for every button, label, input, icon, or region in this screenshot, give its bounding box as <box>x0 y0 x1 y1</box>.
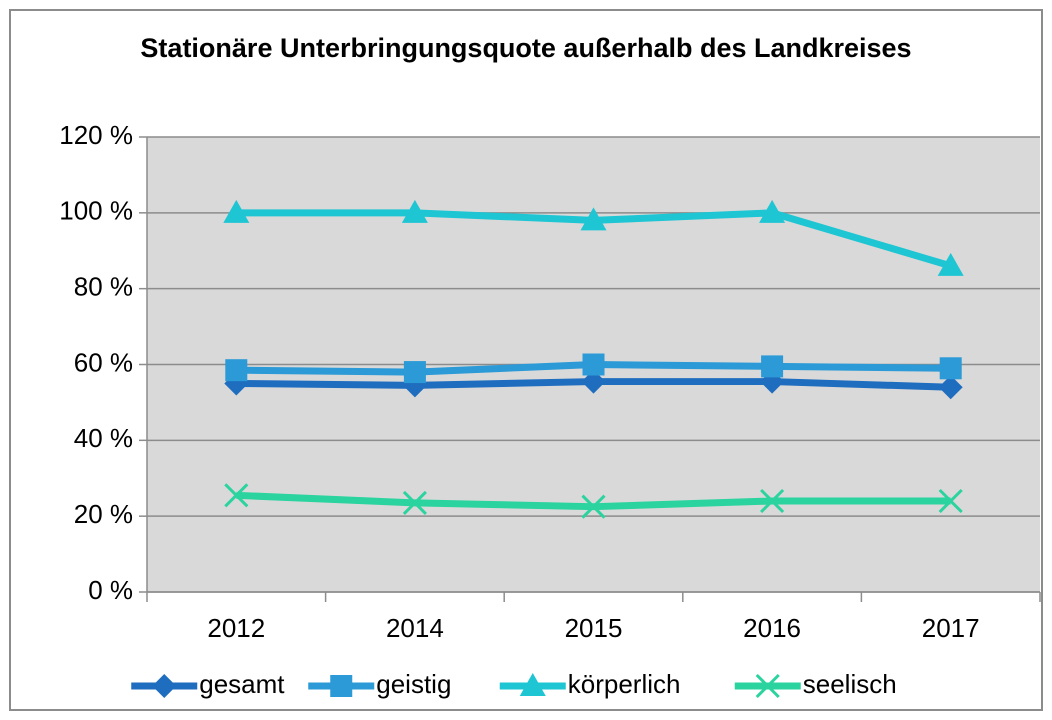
x-tick-label: 2017 <box>922 613 980 643</box>
marker <box>580 207 607 231</box>
legend-label: gesamt <box>199 669 285 699</box>
marker <box>224 483 249 508</box>
y-tick-label: 0 % <box>88 575 133 605</box>
marker <box>401 199 428 223</box>
marker <box>581 369 606 394</box>
marker <box>330 675 353 697</box>
marker <box>759 199 786 223</box>
y-tick-label: 100 % <box>59 196 133 226</box>
legend-label: seelisch <box>803 669 897 699</box>
legend-label: körperlich <box>568 669 681 699</box>
marker <box>937 252 964 276</box>
x-tick-label: 2015 <box>565 613 623 643</box>
y-tick-label: 120 % <box>59 120 133 150</box>
y-tick-label: 60 % <box>74 347 133 377</box>
marker <box>755 673 780 699</box>
marker <box>223 199 250 223</box>
marker <box>938 488 963 514</box>
marker <box>402 490 427 515</box>
marker <box>519 673 546 696</box>
marker <box>760 488 785 514</box>
y-tick-label: 40 % <box>74 423 133 453</box>
marker <box>581 494 606 519</box>
marker <box>761 355 784 378</box>
marker <box>939 357 962 380</box>
marker <box>938 375 963 400</box>
legend-label: geistig <box>376 669 451 699</box>
x-tick-label: 2014 <box>386 613 444 643</box>
marker <box>225 359 248 382</box>
marker <box>152 674 177 698</box>
x-tick-label: 2012 <box>207 613 265 643</box>
marker <box>403 361 426 384</box>
x-tick-label: 2016 <box>743 613 801 643</box>
y-tick-label: 20 % <box>74 499 133 529</box>
y-tick-label: 80 % <box>74 272 133 302</box>
chart-title: Stationäre Unterbringungsquote außerhalb… <box>140 33 912 63</box>
marker <box>582 353 605 376</box>
